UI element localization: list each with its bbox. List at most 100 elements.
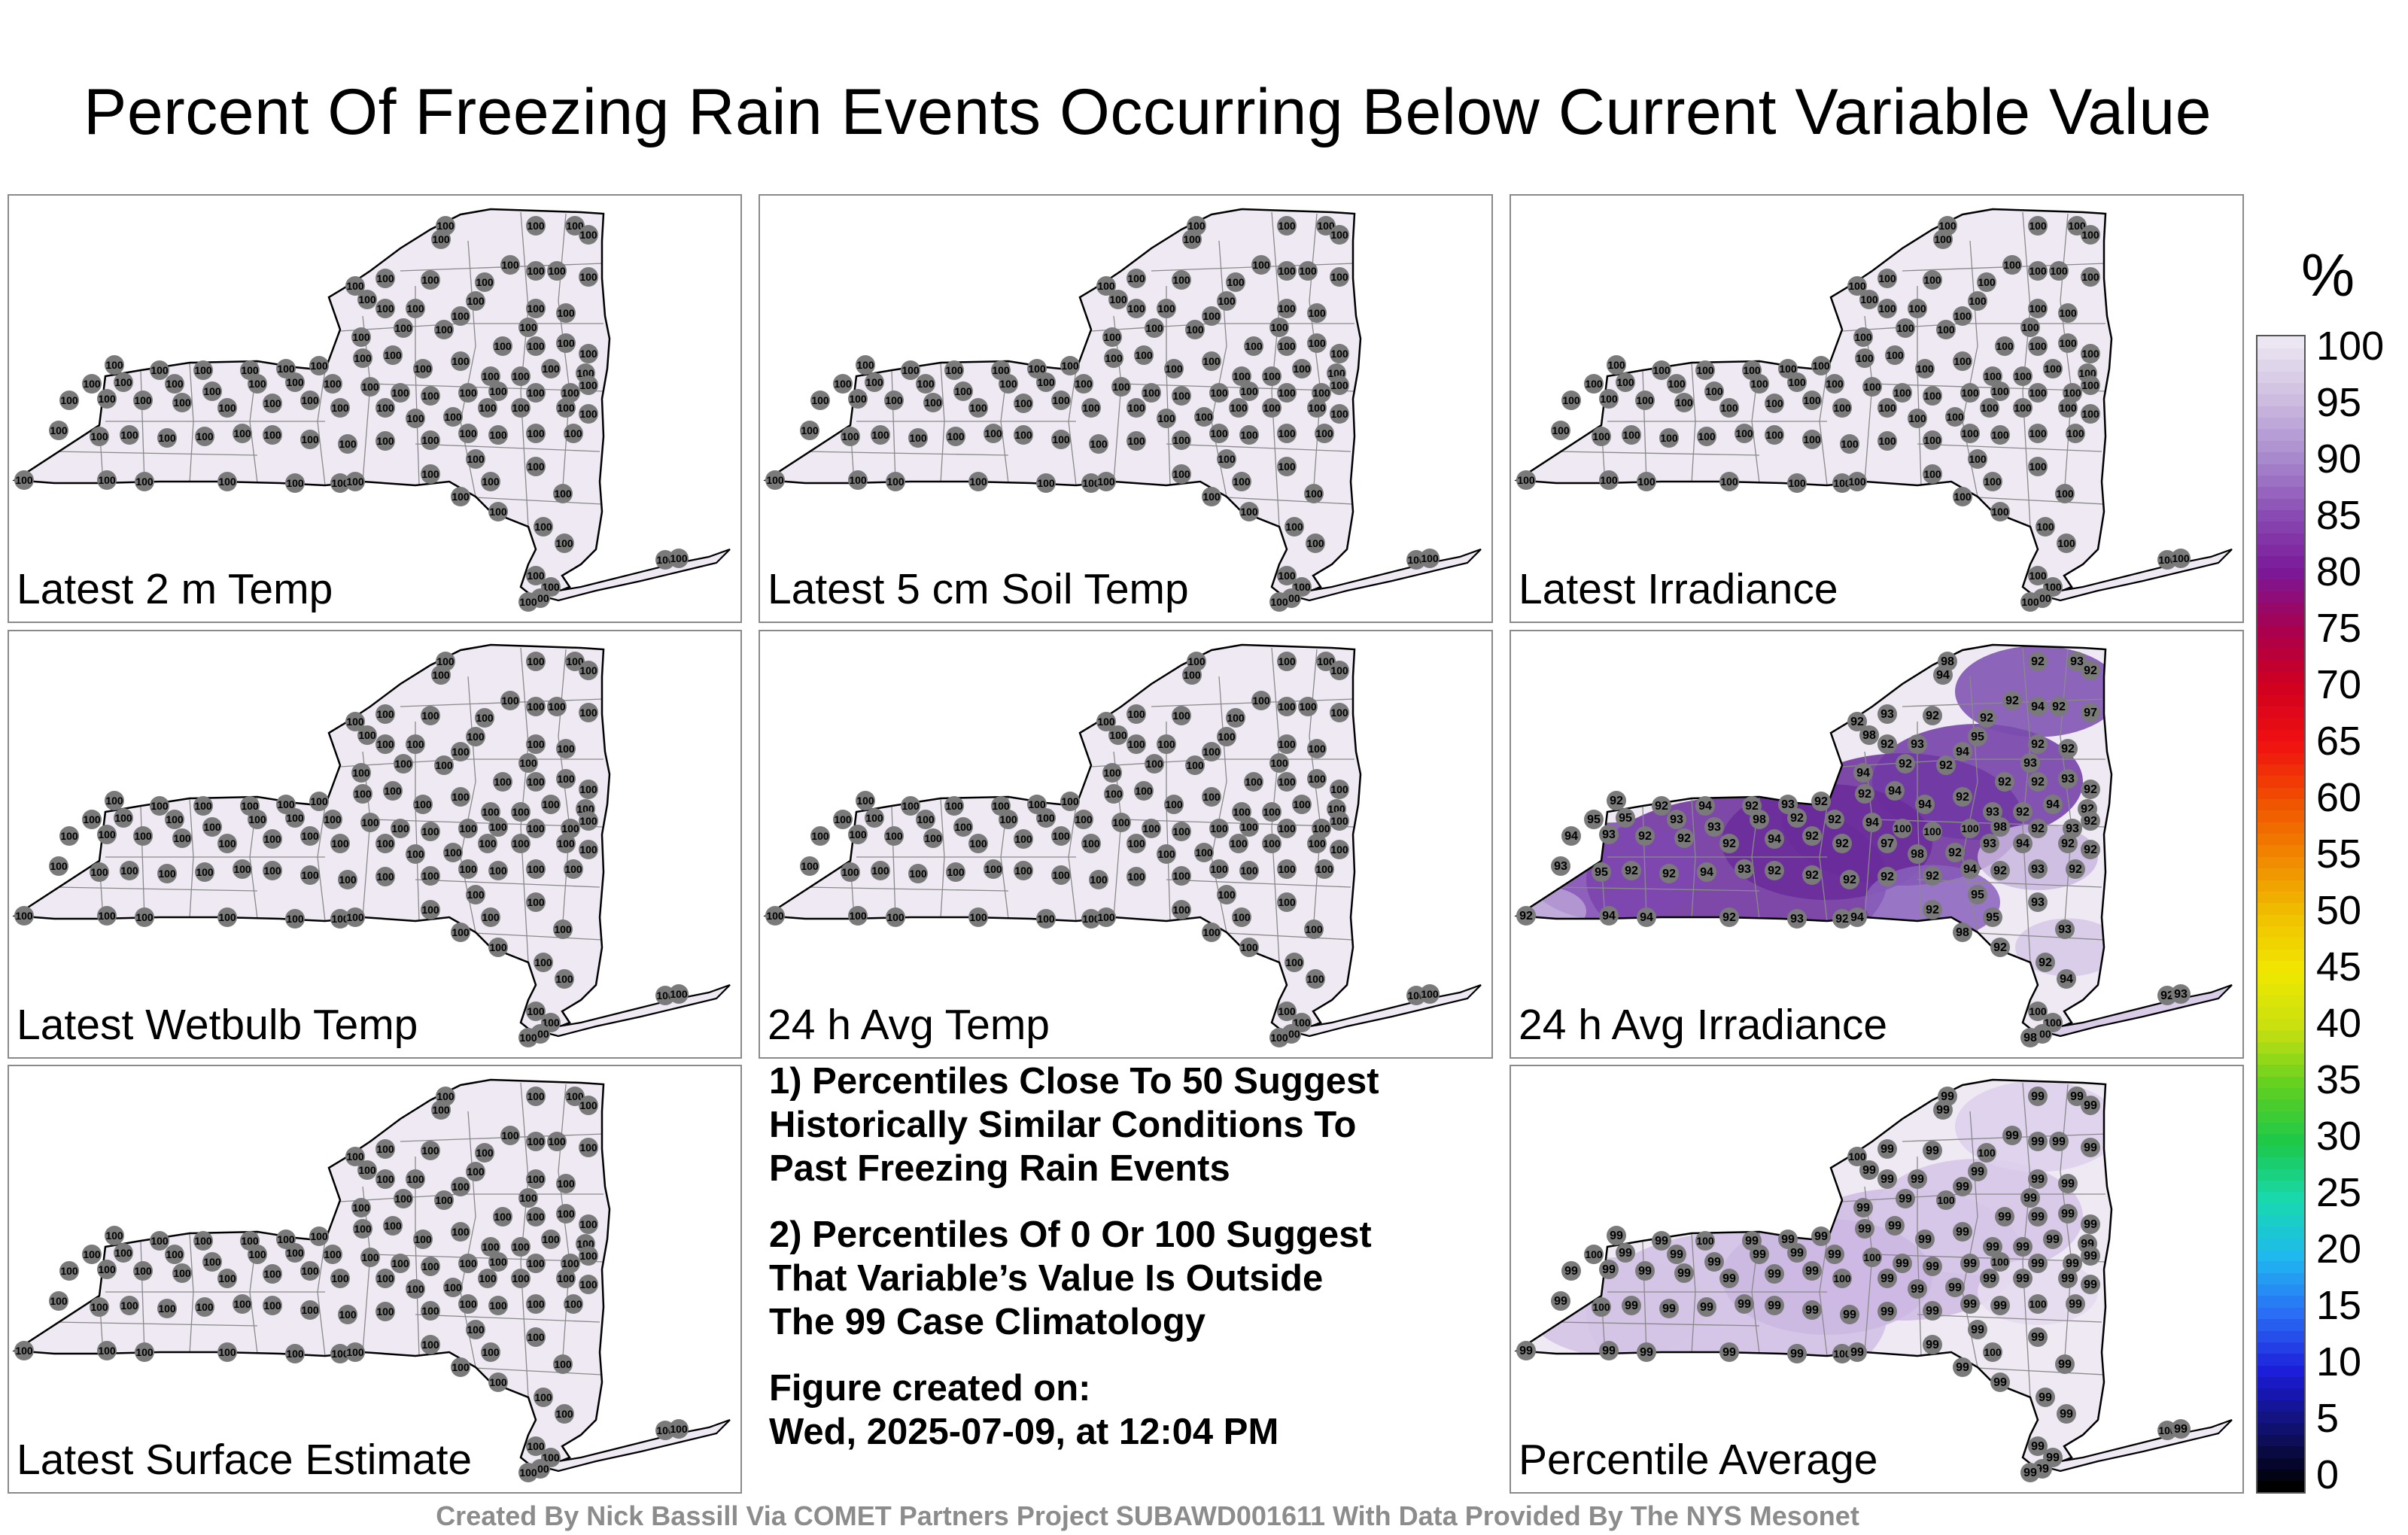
- station-marker: [1933, 1100, 1953, 1120]
- station-marker: [375, 867, 395, 886]
- colorbar-segment: [2258, 671, 2304, 684]
- station-marker: [1616, 1243, 1635, 1263]
- station-value-label: 100: [406, 1283, 424, 1295]
- station-marker: [133, 391, 153, 410]
- station-marker: [1983, 907, 2002, 927]
- station-value-label: 100: [1720, 476, 1738, 488]
- station-value-label: 100: [1233, 370, 1251, 382]
- station-value-label: 100: [1833, 477, 1851, 489]
- station-value-label: 100: [1172, 274, 1190, 286]
- station-value-label: 92: [2031, 776, 2045, 789]
- station-marker: [458, 819, 478, 838]
- station-marker: [1330, 375, 1349, 395]
- station-value-label: 100: [361, 816, 379, 828]
- station-marker: [1923, 1335, 1942, 1354]
- station-value-label: 100: [561, 1257, 579, 1269]
- station-marker: [375, 1139, 395, 1159]
- station-marker: [1877, 1139, 1897, 1159]
- station-value-label: 100: [90, 1301, 108, 1313]
- long-island-outline: [535, 548, 731, 602]
- station-marker: [1277, 819, 1297, 838]
- station-value-label: 100: [548, 265, 566, 277]
- station-marker: [2028, 1002, 2048, 1021]
- station-value-label: 100: [1052, 830, 1070, 842]
- station-marker: [944, 360, 964, 380]
- station-marker: [488, 1296, 508, 1315]
- station-value-label: 99: [1862, 1164, 1876, 1177]
- station-marker: [2057, 1404, 2076, 1424]
- station-marker: [300, 1300, 320, 1320]
- station-value-label: 100: [50, 1295, 68, 1307]
- station-marker: [217, 1269, 237, 1288]
- station-value-label: 100: [286, 1348, 304, 1360]
- station-value-label: 100: [194, 364, 212, 376]
- station-marker: [1885, 781, 1905, 801]
- station-value-label: 100: [947, 430, 965, 442]
- station-marker: [1960, 1254, 1980, 1273]
- station-marker: [1051, 430, 1071, 449]
- station-marker: [1840, 434, 1859, 454]
- station-value-label: 100: [1157, 302, 1175, 315]
- station-value-label: 100: [1052, 394, 1070, 406]
- station-value-label: 100: [2057, 537, 2075, 549]
- colorbar-segment: [2258, 740, 2304, 753]
- station-value-label: 100: [1082, 402, 1100, 414]
- station-value-label: 97: [2084, 707, 2097, 719]
- station-marker: [555, 533, 574, 553]
- station-marker: [1923, 1301, 1942, 1321]
- station-value-label: 99: [2069, 1298, 2082, 1311]
- station-marker: [338, 1305, 357, 1324]
- station-value-label: 100: [1285, 956, 1303, 968]
- station-value-label: 100: [352, 1202, 370, 1214]
- station-value-label: 100: [1698, 430, 1716, 442]
- station-marker: [2049, 697, 2069, 716]
- station-value-label: 100: [801, 860, 819, 872]
- station-value-label: 100: [120, 429, 138, 441]
- station-marker: [135, 1342, 154, 1362]
- station-value-label: 100: [1660, 432, 1678, 444]
- station-marker: [195, 427, 214, 446]
- station-marker: [2058, 1269, 2078, 1288]
- station-marker: [82, 1245, 102, 1264]
- station-value-label: 100: [1172, 468, 1190, 480]
- station-value-label: 92: [1805, 869, 1819, 882]
- station-marker: [1750, 374, 1769, 394]
- station-value-label: 99: [2046, 1233, 2060, 1246]
- station-marker: [59, 1261, 79, 1281]
- station-marker: [1983, 802, 2002, 822]
- station-marker: [1977, 1143, 1996, 1163]
- station-value-label: 95: [1587, 813, 1601, 826]
- station-marker: [406, 1169, 425, 1189]
- station-value-label: 100: [90, 866, 108, 878]
- station-value-label: 100: [1961, 822, 1979, 834]
- colorbar-segment: [2258, 1307, 2304, 1320]
- station-marker: [150, 360, 169, 380]
- station-marker: [1885, 1216, 1905, 1236]
- station-value-label: 95: [1619, 812, 1632, 825]
- station-value-label: 100: [1981, 402, 1999, 414]
- station-marker: [526, 299, 546, 318]
- station-value-label: 99: [1880, 1272, 1894, 1285]
- station-marker: [1232, 907, 1251, 927]
- station-value-label: 99: [2016, 1272, 2029, 1285]
- station-marker: [391, 383, 410, 403]
- station-value-label: 100: [1720, 402, 1738, 414]
- station-value-label: 100: [406, 412, 424, 424]
- station-value-label: 100: [467, 889, 485, 901]
- station-value-label: 92: [2052, 701, 2066, 713]
- station-marker: [2028, 819, 2048, 838]
- station-value-label: 100: [15, 474, 33, 486]
- station-value-label: 100: [1421, 552, 1439, 564]
- station-value-label: 100: [1908, 302, 1926, 315]
- long-island-outline: [535, 1418, 731, 1473]
- station-value-label: 100: [1014, 833, 1032, 845]
- station-marker: [1036, 808, 1056, 828]
- colorbar-segment: [2258, 1168, 2304, 1181]
- station-value-label: 100: [1607, 359, 1625, 371]
- station-marker: [330, 398, 350, 418]
- station-marker: [233, 424, 252, 443]
- station-marker: [493, 336, 512, 356]
- station-marker: [848, 389, 868, 409]
- station-marker: [2058, 303, 2078, 323]
- station-value-label: 94: [2046, 798, 2060, 811]
